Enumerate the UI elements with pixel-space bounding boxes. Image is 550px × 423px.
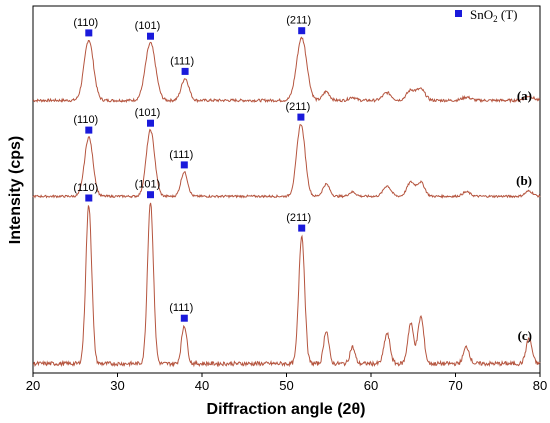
trace-3 (33, 202, 541, 368)
peak-marker-3-3 (180, 314, 188, 322)
peak-label-3-2: (101) (135, 179, 161, 191)
peak-label-3-1: (110) (73, 182, 98, 194)
peak-label-1-2: (101) (135, 20, 161, 32)
x-tick-label-20: 20 (26, 378, 40, 393)
peak-marker-1-1 (85, 29, 93, 37)
x-tick-label-70: 70 (448, 378, 462, 393)
x-tick-label-50: 50 (279, 378, 293, 393)
peak-label-3-4: (211) (286, 212, 311, 224)
trace-label-3: (c) (518, 328, 532, 343)
peak-marker-2-2 (147, 119, 154, 127)
peak-label-1-1: (110) (73, 17, 98, 29)
peak-marker-3-1 (85, 194, 93, 202)
peak-label-1-4: (211) (286, 15, 311, 27)
trace-label-2: (b) (516, 173, 532, 188)
peak-label-1-3: (111) (170, 55, 194, 67)
peak-label-3-3: (111) (169, 302, 193, 314)
legend-label: SnO2 (T) (470, 7, 517, 24)
peak-marker-1-2 (147, 32, 154, 40)
peak-label-2-2: (101) (135, 107, 161, 119)
legend: SnO2 (T) (455, 7, 517, 24)
peak-marker-2-3 (180, 161, 188, 169)
x-axis-title: Diffraction angle (2θ) (207, 401, 366, 418)
trace-1 (32, 36, 541, 104)
diffraction-traces: (a) (b) (c) (32, 36, 541, 368)
legend-marker (455, 10, 462, 17)
x-tick-label-30: 30 (110, 378, 124, 393)
plot-frame (32, 5, 541, 374)
peak-label-2-4: (211) (285, 101, 310, 113)
peak-marker-3-2 (147, 191, 154, 199)
x-tick-label-40: 40 (195, 378, 209, 393)
peak-markers: (110) (101) (111) (211) (110) (101) (111) (211)… (73, 15, 311, 322)
trace-label-1: (a) (517, 88, 532, 103)
peak-marker-1-3 (181, 67, 189, 75)
x-tick-label-60: 60 (364, 378, 378, 393)
peak-marker-2-1 (85, 126, 93, 134)
x-tick-label-80: 80 (533, 378, 547, 393)
peak-marker-3-4 (298, 224, 306, 232)
x-axis-ticks: 20 30 40 50 60 70 80 (26, 373, 547, 393)
peak-marker-2-4 (297, 113, 305, 121)
peak-marker-1-4 (298, 27, 306, 35)
trace-2 (32, 124, 541, 199)
peak-label-2-3: (111) (169, 149, 193, 161)
y-axis-title: Intensity (cps) (7, 136, 24, 244)
peak-label-2-1: (110) (73, 114, 98, 126)
